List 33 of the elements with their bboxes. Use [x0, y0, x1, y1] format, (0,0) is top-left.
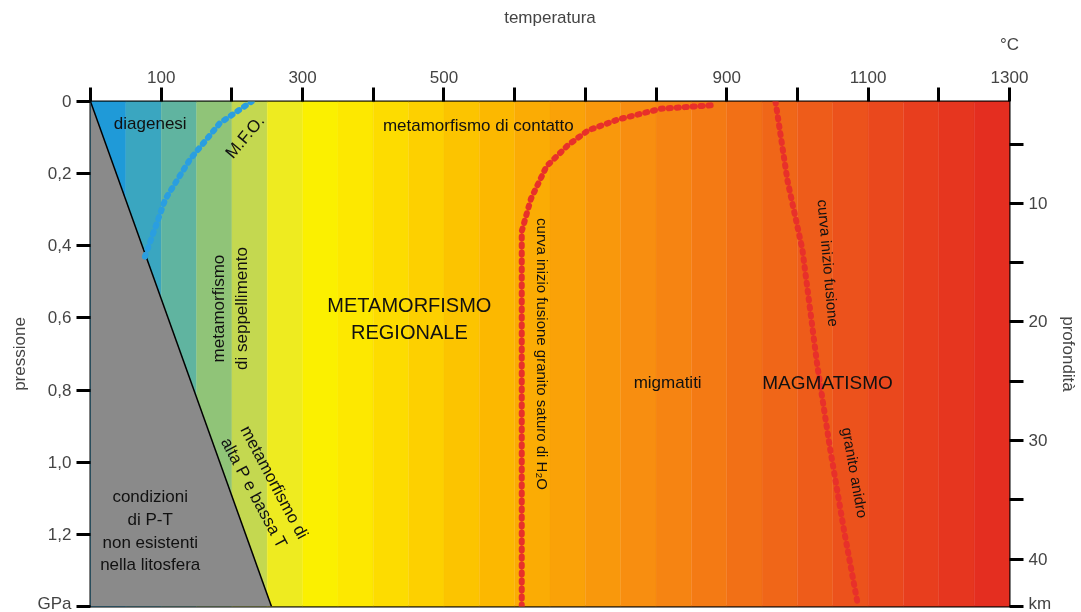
x-tick-label: 1100: [849, 67, 887, 87]
text: °C: [999, 34, 1020, 54]
x-axis-title: temperatura: [504, 7, 597, 27]
x-tick-label: 300: [288, 67, 317, 87]
y-tick-label: 0,8: [47, 380, 72, 400]
x-tick-label: 1300: [990, 67, 1029, 87]
annotation: curva inizio fusione: [814, 198, 843, 328]
annotation: migmatiti: [633, 373, 702, 393]
annotation: METAMORFISMO REGIONALE: [327, 294, 492, 343]
y2-tick-label: 20: [1028, 312, 1048, 332]
annotation: condizioni di P-T non esistenti nella litosfera: [100, 487, 201, 575]
y-tick-label: GPa: [37, 593, 73, 612]
y-tick-label: 0,6: [47, 308, 72, 328]
annotation: metamorfismo di seppellimento: [209, 247, 252, 370]
y-tick-label: 1,0: [47, 452, 72, 472]
y2-tick-label: km: [1028, 593, 1052, 612]
annotation: diagenesi: [113, 113, 187, 133]
x-tick-label: 500: [429, 67, 459, 87]
annotation: curva inizio fusione granito saturo di H₂O: [534, 218, 552, 490]
y-tick-label: 0: [62, 92, 72, 111]
y-axis-title: pressione: [10, 317, 30, 391]
y-tick-label: 0,4: [47, 236, 72, 256]
y2-tick-label: 10: [1028, 193, 1048, 213]
y2-tick-label: 40: [1028, 549, 1048, 569]
x-tick-label: 100: [147, 67, 176, 87]
y2-axis-title: profondità: [1059, 316, 1079, 393]
y-tick-label: 0,2: [47, 164, 72, 184]
annotation: granito anidro: [838, 426, 872, 520]
y2-tick-label: 30: [1028, 431, 1048, 451]
y-tick-label: 1,2: [47, 524, 72, 544]
x-tick-label: 900: [712, 67, 741, 87]
annotation: metamorfismo di contatto: [382, 116, 574, 136]
annotation: MAGMATISMO: [762, 372, 893, 394]
